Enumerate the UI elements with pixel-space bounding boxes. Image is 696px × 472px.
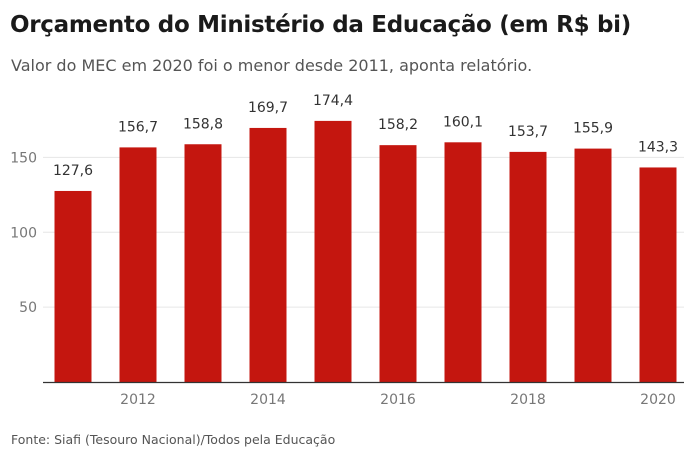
chart-subtitle: Valor do MEC em 2020 foi o menor desde 2… [11,56,533,75]
data-label-2015: 174,4 [313,93,353,109]
x-tick-label: 2016 [380,392,416,408]
x-tick-label: 2014 [250,392,286,408]
data-label-2018: 153,7 [508,124,548,140]
data-label-2020: 143,3 [638,139,678,155]
x-tick-label: 2020 [640,392,676,408]
data-label-2012: 156,7 [118,119,158,135]
bar-2013 [184,144,222,382]
bar-2017 [444,142,482,382]
source-note: Fonte: Siafi (Tesouro Nacional)/Todos pe… [11,432,336,447]
bar-2012 [119,147,157,382]
x-tick-label: 2018 [510,392,546,408]
data-label-2011: 127,6 [53,163,93,179]
bar-2020 [639,167,677,382]
data-label-2017: 160,1 [443,114,483,130]
bar-2014 [249,127,287,382]
chart-title: Orçamento do Ministério da Educação (em … [10,12,631,38]
data-label-2019: 155,9 [573,121,613,137]
bar-2018 [509,151,547,382]
y-tick-label: 100 [10,225,37,241]
x-tick-label: 2012 [120,392,156,408]
bar-2019 [574,148,612,382]
bar-2011 [54,190,92,382]
bar-2016 [379,145,417,382]
y-tick-label: 50 [19,300,37,316]
y-tick-label: 150 [10,150,37,166]
data-label-2016: 158,2 [378,117,418,133]
data-label-2013: 158,8 [183,116,223,132]
bar-2015 [314,120,352,382]
data-label-2014: 169,7 [248,100,288,116]
